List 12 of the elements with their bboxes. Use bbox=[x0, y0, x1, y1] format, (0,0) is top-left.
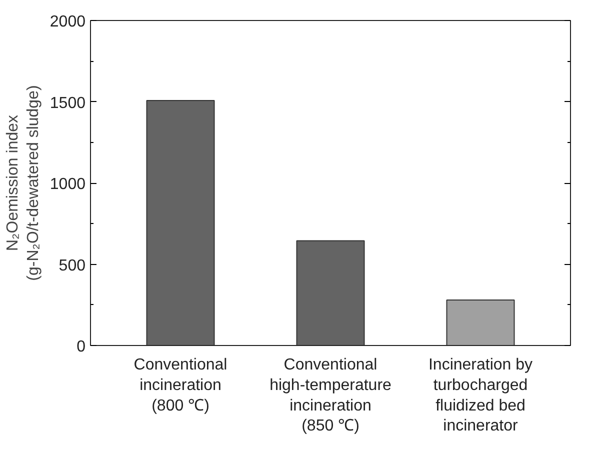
y-tick-label: 500 bbox=[58, 257, 86, 274]
x-tick-label: Incineration by turbocharged fluidized bed incinerator bbox=[428, 356, 533, 435]
y-tick-label: 2000 bbox=[50, 14, 86, 30]
y-axis-title: N₂Oemission index (g-N₂O/t-dewatered sludge) bbox=[4, 85, 42, 281]
y-tick-label: 1000 bbox=[50, 176, 86, 193]
x-tick-label: Conventional incineration (800 ℃) bbox=[134, 356, 228, 414]
bar bbox=[146, 100, 215, 346]
bar bbox=[296, 240, 365, 346]
y-tick-label: 1500 bbox=[50, 94, 86, 112]
bar bbox=[446, 300, 515, 346]
x-tick-label: Conventional high-temperature incineration (850 ℃) bbox=[270, 356, 392, 435]
y-tick-label: 0 bbox=[76, 338, 86, 356]
